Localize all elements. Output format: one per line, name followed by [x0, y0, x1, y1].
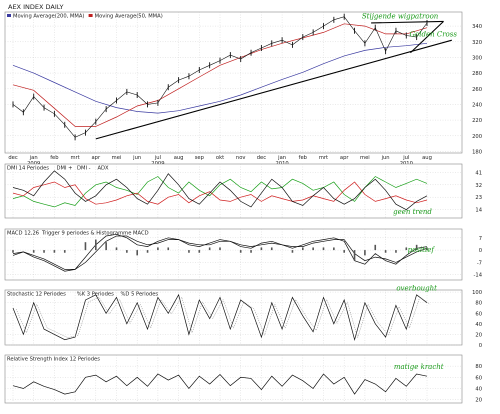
series-line-dmi- — [12, 176, 428, 208]
x-tick-label: aug — [422, 155, 432, 161]
x-tick-label: jul — [154, 155, 161, 161]
x-tick-label: jan — [29, 155, 38, 161]
x-tick-label: mrt — [319, 155, 328, 161]
chart-title: AEX INDEX DAILY — [8, 3, 63, 11]
legend-entry: DMI 14 Periodes — [7, 166, 49, 172]
y-tick-label: 300 — [472, 55, 482, 61]
y-tick-label: 20 — [475, 398, 482, 404]
annotation: matige kracht — [394, 363, 444, 371]
series-line-d — [15, 296, 431, 339]
x-tick-label: jul — [402, 155, 409, 161]
macd-frame — [4, 228, 463, 281]
y-tick-label: 200 — [472, 134, 482, 140]
x-tick-label: sep — [195, 155, 205, 161]
y-tick-label: 0 — [479, 248, 482, 254]
x-tick-label: mrt — [70, 155, 79, 161]
series-line-macd — [12, 233, 428, 272]
x-tick-label: mei — [112, 155, 122, 161]
rsi-frame — [4, 354, 463, 404]
y-tick-label: 280 — [472, 71, 482, 77]
legend-swatch — [88, 14, 93, 17]
legend-entry: DMI - — [77, 166, 91, 172]
legend-entry: Relative Strength Index 12 Periodes — [7, 357, 100, 363]
legend-entry: Stochastic 12 Periodes — [7, 292, 66, 298]
annotation: Golden Cross — [409, 30, 457, 38]
x-tick-label: jan — [277, 155, 286, 161]
y-tick-label: 340 — [472, 24, 482, 30]
price-panel: 180 200 220 240 260 280 300 320 340 Moving Averag… — [4, 11, 482, 167]
trendline — [410, 21, 444, 54]
legend-entry: ADX — [98, 166, 110, 172]
y-tick-label: 60 — [475, 375, 482, 381]
legend-entry: Moving Average(200, MMA) — [13, 14, 84, 20]
x-tick-label: dec — [8, 155, 17, 161]
x-tick-label: apr — [340, 155, 349, 161]
y-tick-label: 80 — [475, 364, 482, 370]
y-tick-label: 40 — [475, 322, 482, 328]
trendline — [371, 20, 444, 24]
annotation: positief — [408, 246, 436, 254]
y-tick-label: 320 — [472, 40, 482, 46]
y-tick-label: 60 — [475, 311, 482, 317]
series-line-moving-average-50-mma- — [12, 23, 428, 127]
x-tick-label: aug — [174, 155, 184, 161]
legend-entry: MACD 12,26 — [7, 231, 39, 237]
y-tick-label: 0 — [479, 343, 482, 349]
y-tick-label: 14 — [475, 208, 482, 214]
legend-entry: Moving Average(50, MMA) — [95, 14, 163, 20]
series-line-adx — [12, 170, 428, 211]
legend-swatch — [7, 14, 11, 17]
x-tick-label: mei — [360, 155, 370, 161]
series-line-dmi- — [12, 181, 428, 205]
price-line — [12, 16, 428, 138]
rsi-panel: 20 40 60 80 Relative Strength Index 12 Perio… — [4, 354, 482, 404]
annotation: geen trend — [393, 208, 432, 216]
x-tick-label: jun — [381, 155, 390, 161]
y-tick-label: 240 — [472, 102, 482, 108]
legend-entry: %K 3 Periodes — [77, 292, 114, 298]
y-tick-label: 220 — [472, 118, 482, 124]
y-tick-label: 41 — [475, 170, 482, 176]
y-tick-label: 40 — [475, 386, 482, 392]
series-line-trigger — [12, 235, 428, 270]
series-line--k — [12, 293, 428, 342]
x-tick-label: apr — [91, 155, 100, 161]
legend-entry: DMI + — [57, 166, 73, 172]
stoch-panel: 0 20 40 60 80 100 Stochastic 12 Periodes %K 3 P… — [4, 285, 482, 349]
dmi-panel: 14 23 32 41 DMI 14 Periodes DMI + DMI - ADX geen… — [4, 163, 483, 219]
y-tick-label: 180 — [472, 149, 482, 155]
x-tick-label: dec — [257, 155, 266, 161]
y-tick-label: -14 — [474, 273, 483, 279]
annotation: Stijgende wigpatroon — [362, 12, 439, 20]
trendline — [95, 39, 452, 140]
series-line-rsi — [12, 373, 428, 395]
x-tick-label: feb — [50, 155, 59, 161]
y-tick-label: 80 — [475, 301, 482, 307]
price-frame — [4, 11, 463, 154]
legend-entry: Trigger 9 periodes & Histogramme MACD — [41, 231, 149, 237]
series-line-moving-average-200-mma- — [12, 42, 428, 114]
y-tick-label: 100 — [472, 290, 482, 296]
x-tick-label: feb — [299, 155, 308, 161]
y-tick-label: 23 — [475, 195, 482, 201]
y-tick-label: 20 — [475, 332, 482, 338]
y-tick-label: 260 — [472, 87, 482, 93]
annotation: overbought — [396, 285, 437, 293]
stoch-frame — [4, 289, 463, 346]
macd-panel: -14 -7 0 7 MACD 12,26 Trigger 9 periodes & Hi… — [4, 228, 483, 281]
x-tick-label: nov — [236, 155, 246, 161]
x-tick-label: okt — [216, 155, 224, 161]
x-tick-label: jun — [132, 155, 141, 161]
y-tick-label: 32 — [475, 183, 482, 189]
legend-entry: %D 5 Periodes — [121, 292, 159, 298]
y-tick-label: -7 — [477, 260, 482, 266]
y-tick-label: 7 — [479, 236, 482, 242]
